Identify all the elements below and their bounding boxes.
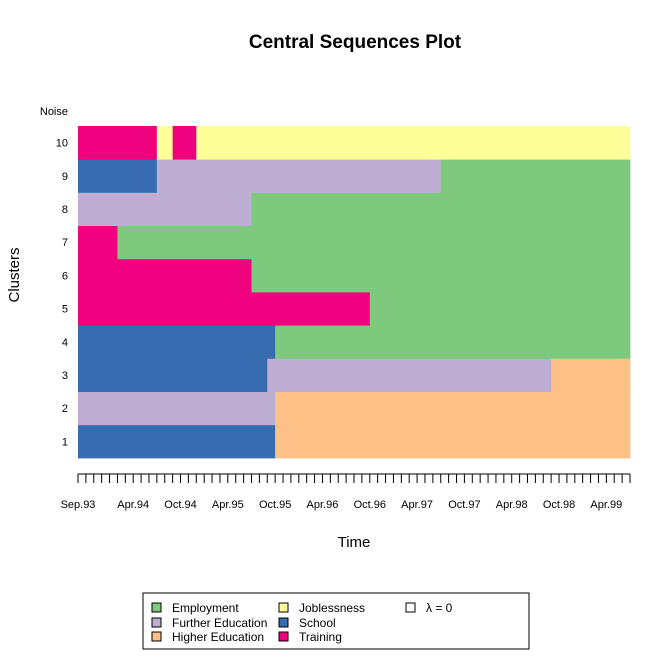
legend-swatch xyxy=(151,617,162,628)
x-axis: Sep.93 Apr.94 Oct.94 Apr.95 Oct.95 Apr.96 Oct.… xyxy=(61,473,631,511)
segment-joblessness xyxy=(156,126,174,160)
segment-school xyxy=(78,424,276,459)
segment-higher xyxy=(275,424,631,459)
y-tick-label: 2 xyxy=(62,403,68,415)
y-tick-label: 4 xyxy=(62,337,68,349)
legend-item-higher: Higher Education xyxy=(151,630,264,644)
sequence-cluster-10 xyxy=(78,126,631,160)
legend-label: Further Education xyxy=(172,616,267,630)
sequence-cluster-5 xyxy=(78,292,631,326)
y-tick-label: 10 xyxy=(56,138,68,150)
segment-training xyxy=(78,126,158,160)
x-tick-label: Oct.94 xyxy=(164,499,196,511)
x-tick-label: Apr.95 xyxy=(212,499,244,511)
legend-item-employment: Employment xyxy=(151,601,239,615)
y-tick-label: 3 xyxy=(62,370,68,382)
chart-title: Central Sequences Plot xyxy=(249,32,462,53)
legend-item-training: Training xyxy=(278,630,342,644)
y-tick-label: 8 xyxy=(62,204,68,216)
x-tick-label: Apr.97 xyxy=(401,499,433,511)
legend-item-lambda: λ = 0 xyxy=(405,601,453,615)
legend-box xyxy=(142,592,530,650)
segment-training xyxy=(78,225,118,260)
segment-employment xyxy=(117,225,631,260)
segment-school xyxy=(78,358,268,392)
legend-item-school: School xyxy=(278,616,336,630)
x-tick-label: Oct.97 xyxy=(448,499,480,511)
sequence-cluster-9 xyxy=(78,159,631,193)
y-tick-label: Noise xyxy=(40,106,68,118)
sequence-cluster-6 xyxy=(78,258,631,293)
segment-further xyxy=(156,159,442,193)
y-axis: 1 2 3 4 5 6 7 8 9 10 Noise xyxy=(40,106,68,448)
x-tick-label: Apr.94 xyxy=(117,499,149,511)
legend-item-joblessness: Joblessness xyxy=(278,601,365,615)
x-tick-label: Oct.96 xyxy=(354,499,386,511)
y-tick-label: 5 xyxy=(62,304,68,316)
segment-employment xyxy=(369,292,631,326)
legend-item-further: Further Education xyxy=(151,616,267,630)
segment-employment xyxy=(251,258,631,293)
plot-area xyxy=(78,126,631,459)
x-tick-label: Sep.93 xyxy=(61,499,96,511)
segment-joblessness xyxy=(196,126,631,160)
legend-label: Employment xyxy=(172,601,239,615)
x-tick-label: Apr.96 xyxy=(307,499,339,511)
legend-label: School xyxy=(299,616,336,630)
sequence-cluster-2 xyxy=(78,391,631,426)
x-tick-label: Oct.98 xyxy=(543,499,575,511)
x-tick-label: Oct.95 xyxy=(259,499,291,511)
legend-label: Joblessness xyxy=(299,601,365,615)
segment-school xyxy=(78,325,276,359)
sequence-cluster-8 xyxy=(78,192,631,226)
legend-label: λ = 0 xyxy=(426,601,453,615)
y-tick-label: 1 xyxy=(62,436,68,448)
y-tick-label: 7 xyxy=(62,237,68,249)
y-tick-label: 9 xyxy=(62,171,68,183)
segment-training xyxy=(172,126,197,160)
legend-swatch xyxy=(405,602,416,613)
segment-training xyxy=(78,292,371,326)
legend-swatch xyxy=(278,631,289,642)
segment-further xyxy=(78,192,252,226)
x-tick-label: Apr.98 xyxy=(496,499,528,511)
sequence-cluster-4 xyxy=(78,325,631,359)
x-tick-label: Apr.99 xyxy=(590,499,622,511)
segment-higher xyxy=(275,391,631,426)
segment-higher xyxy=(551,358,631,392)
segment-school xyxy=(78,159,158,193)
y-axis-title: Clusters xyxy=(6,247,23,302)
segment-further xyxy=(267,358,552,392)
legend-label: Higher Education xyxy=(172,630,264,644)
sequence-cluster-7 xyxy=(78,225,631,260)
legend-label: Training xyxy=(299,630,342,644)
y-tick-label: 6 xyxy=(62,270,68,282)
segment-employment xyxy=(440,159,631,193)
segment-further xyxy=(78,391,276,426)
sequence-cluster-3 xyxy=(78,358,631,392)
sequence-cluster-1 xyxy=(78,424,631,459)
segment-training xyxy=(78,258,252,293)
legend-swatch xyxy=(278,617,289,628)
x-axis-title: Time xyxy=(338,534,371,551)
legend-swatch xyxy=(151,631,162,642)
legend-swatch xyxy=(151,602,162,613)
legend-swatch xyxy=(278,602,289,613)
segment-employment xyxy=(251,192,631,226)
segment-employment xyxy=(275,325,631,359)
